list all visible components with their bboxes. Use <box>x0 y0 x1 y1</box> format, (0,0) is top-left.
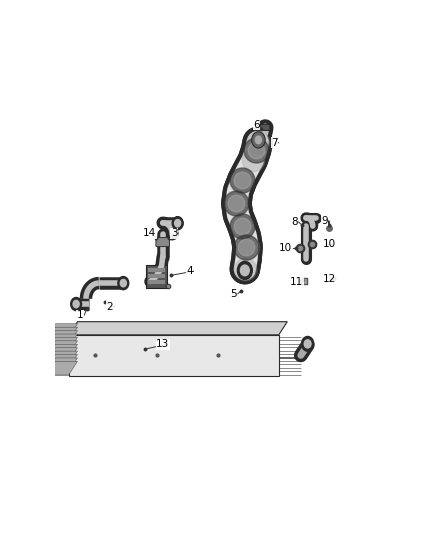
Text: 10: 10 <box>323 239 336 249</box>
Text: 7: 7 <box>271 138 278 148</box>
Polygon shape <box>47 361 78 375</box>
Circle shape <box>71 297 81 311</box>
Text: 14: 14 <box>143 228 156 238</box>
Bar <box>148 274 165 278</box>
Text: 2: 2 <box>106 302 113 312</box>
Circle shape <box>118 277 129 290</box>
Text: 4: 4 <box>186 266 193 276</box>
Polygon shape <box>47 334 78 347</box>
Polygon shape <box>47 337 78 351</box>
Circle shape <box>237 261 252 279</box>
Circle shape <box>175 220 181 227</box>
FancyBboxPatch shape <box>156 238 170 247</box>
Text: 8: 8 <box>291 217 298 227</box>
Polygon shape <box>47 348 78 361</box>
Text: 3: 3 <box>171 228 177 238</box>
Bar <box>148 268 165 272</box>
Text: 13: 13 <box>156 340 170 349</box>
Polygon shape <box>47 341 78 354</box>
Bar <box>148 280 165 284</box>
Text: 1: 1 <box>77 310 84 320</box>
Circle shape <box>240 265 249 276</box>
Polygon shape <box>47 351 78 364</box>
Polygon shape <box>47 324 78 337</box>
Polygon shape <box>47 344 78 358</box>
Polygon shape <box>47 330 78 344</box>
Polygon shape <box>47 358 78 371</box>
Circle shape <box>120 279 127 287</box>
Bar <box>146 265 167 288</box>
Text: 6: 6 <box>253 120 260 130</box>
Text: 9: 9 <box>321 216 328 226</box>
Polygon shape <box>69 335 279 376</box>
FancyBboxPatch shape <box>260 124 270 131</box>
Polygon shape <box>47 354 78 368</box>
Circle shape <box>251 132 265 148</box>
Text: 11: 11 <box>290 277 303 287</box>
Polygon shape <box>47 327 78 340</box>
Circle shape <box>301 336 314 351</box>
Circle shape <box>172 216 183 230</box>
Circle shape <box>304 340 311 348</box>
Text: 12: 12 <box>323 274 336 285</box>
Text: 10: 10 <box>279 243 292 253</box>
Circle shape <box>254 135 262 144</box>
Polygon shape <box>69 322 287 335</box>
Text: 5: 5 <box>230 289 237 299</box>
Circle shape <box>73 301 79 308</box>
